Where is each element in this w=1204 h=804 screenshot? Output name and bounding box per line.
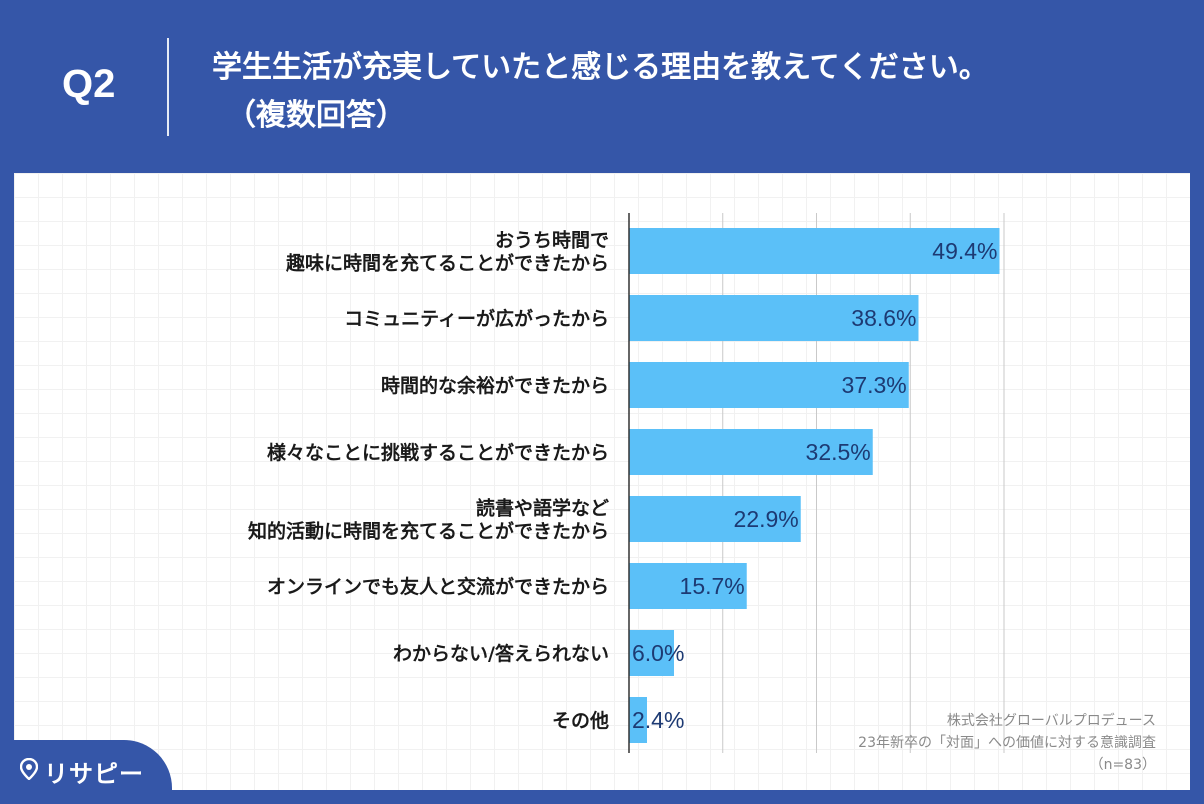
logo-text: リサピー xyxy=(44,760,144,788)
category-label-0: おうち時間で趣味に時間を充てることができたから xyxy=(285,230,609,275)
bar-chart: 49.4% おうち時間で趣味に時間を充てることができたから 38.6% コミュニティー… xyxy=(248,213,1005,753)
source-company: 株式会社グローバルプロデュース xyxy=(946,713,1156,729)
value-label-1: 38.6% xyxy=(851,305,916,331)
category-label-3-line-0: 様々なことに挑戦することができたから xyxy=(267,441,609,464)
source-note: 株式会社グローバルプロデュース 23年新卒の「対面」への価値に対する意識調査 （… xyxy=(858,710,1156,776)
category-label-7-line-0: その他 xyxy=(552,709,609,732)
category-label-2-line-0: 時間的な余裕ができたから xyxy=(381,374,609,397)
category-label-3: 様々なことに挑戦することができたから xyxy=(267,441,609,464)
category-label-2: 時間的な余裕ができたから xyxy=(381,374,609,397)
map-pin-icon xyxy=(20,758,38,780)
chart-panel: 49.4% おうち時間で趣味に時間を充てることができたから 38.6% コミュニティー… xyxy=(14,173,1190,790)
value-label-0: 49.4% xyxy=(932,238,997,264)
bar-6 xyxy=(629,630,674,676)
value-label-3: 32.5% xyxy=(806,439,871,465)
category-label-4-line-1: 知的活動に時間を充てることができたから xyxy=(248,520,609,543)
category-label-5-line-0: オンラインでも友人と交流ができたから xyxy=(267,575,609,598)
title-line-1: 学生生活が充実していたと感じる理由を教えてください。 xyxy=(212,50,989,85)
bar-0 xyxy=(629,228,1000,274)
source-survey: 23年新卒の「対面」への価値に対する意識調査 xyxy=(858,735,1156,751)
bar-5 xyxy=(629,563,747,609)
value-label-5: 15.7% xyxy=(680,573,745,599)
value-label-4: 22.9% xyxy=(734,506,799,532)
value-label-2: 37.3% xyxy=(842,372,907,398)
brand-logo: リサピー xyxy=(0,740,172,804)
bar-3 xyxy=(629,429,873,475)
category-label-1: コミュニティーが広がったから xyxy=(344,307,609,330)
bar-7 xyxy=(629,697,647,743)
category-label-1-line-0: コミュニティーが広がったから xyxy=(344,307,609,330)
question-number: Q2 xyxy=(62,62,116,106)
category-label-5: オンラインでも友人と交流ができたから xyxy=(267,575,609,598)
header-divider xyxy=(167,38,169,136)
category-label-4: 読書や語学など知的活動に時間を充てることができたから xyxy=(248,497,609,543)
bar-1 xyxy=(629,295,919,341)
bar-4 xyxy=(629,496,801,542)
category-label-4-line-0: 読書や語学など xyxy=(476,497,609,520)
category-label-6: わからない/答えられない xyxy=(393,642,609,665)
category-label-6-line-0: わからない/答えられない xyxy=(393,642,609,665)
title-line-2: （複数回答） xyxy=(226,98,406,133)
value-label-7: 2.4% xyxy=(632,707,684,733)
value-label-6: 6.0% xyxy=(632,640,684,666)
category-label-0-line-0: おうち時間で xyxy=(495,230,609,252)
chart-title: 学生生活が充実していたと感じる理由を教えてください。 （複数回答） xyxy=(212,44,989,140)
bar-2 xyxy=(629,362,909,408)
category-label-0-line-1: 趣味に時間を充てることができたから xyxy=(285,252,609,275)
category-label-7: その他 xyxy=(552,709,609,732)
source-sample: （n=83） xyxy=(1089,757,1156,773)
